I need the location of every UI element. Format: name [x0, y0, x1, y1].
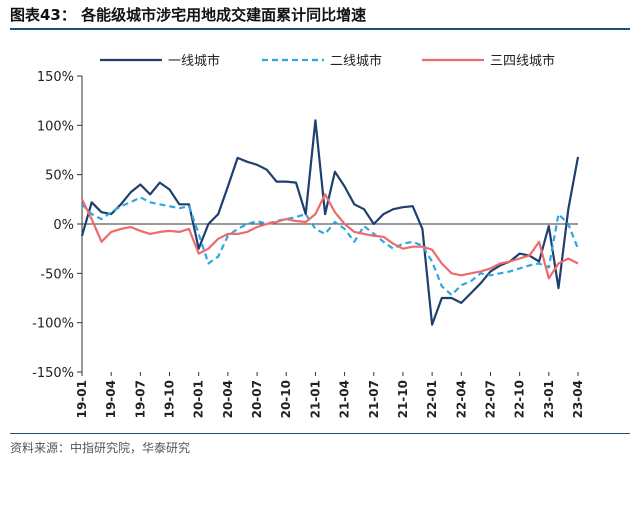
legend-label-1: 一线城市 — [168, 53, 220, 69]
chart-title: 图表43： 各能级城市涉宅用地成交建面累计同比增速 — [10, 6, 367, 24]
series-line-3 — [81, 193, 579, 280]
y-tick-label: 150% — [37, 70, 74, 85]
x-tick-label: 22-04 — [454, 380, 468, 418]
x-tick-label: 19-10 — [163, 380, 177, 418]
x-tick-label: 19-07 — [133, 380, 147, 418]
legend-label-3: 三四线城市 — [490, 53, 555, 69]
y-tick-label: 100% — [37, 119, 74, 134]
x-tick-label: 20-10 — [279, 380, 293, 418]
x-tick-label: 20-04 — [221, 380, 235, 418]
legend-label-2: 二线城市 — [330, 53, 382, 69]
legend: 一线城市 二线城市 三四线城市 — [100, 53, 555, 69]
y-tick-label: 50% — [45, 169, 74, 184]
plot-area — [80, 119, 580, 326]
x-tick-label: 19-04 — [104, 380, 118, 418]
x-tick-label: 21-10 — [396, 380, 410, 418]
source-note: 资料来源：中指研究院，华泰研究 — [10, 441, 191, 455]
source-rule — [10, 433, 630, 434]
y-tick-label: -150% — [32, 366, 74, 381]
y-axis: 150% 100% 50% 0% -50% -100% -150% — [32, 70, 83, 381]
y-tick-label: 0% — [53, 218, 74, 233]
x-tick-label: 21-01 — [308, 380, 322, 418]
series-line-2 — [81, 196, 580, 297]
x-tick-label: 22-10 — [513, 380, 527, 418]
x-tick-label: 22-01 — [425, 380, 439, 418]
x-tick-label: 22-07 — [483, 380, 497, 418]
x-tick-label: 20-01 — [192, 380, 206, 418]
x-axis: 19-01 19-04 19-07 19-10 20-01 20-04 20-07 20-10… — [75, 223, 585, 418]
y-tick-label: -50% — [40, 267, 74, 282]
x-tick-label: 21-07 — [367, 380, 381, 418]
x-tick-label: 23-04 — [571, 380, 585, 418]
x-tick-label: 20-07 — [250, 380, 264, 418]
y-tick-label: -100% — [32, 317, 74, 332]
x-tick-label: 23-01 — [542, 380, 556, 418]
series-line-1 — [80, 119, 580, 326]
x-tick-label: 21-04 — [338, 380, 352, 418]
title-rule — [10, 28, 630, 30]
x-tick-label: 19-01 — [75, 380, 89, 418]
